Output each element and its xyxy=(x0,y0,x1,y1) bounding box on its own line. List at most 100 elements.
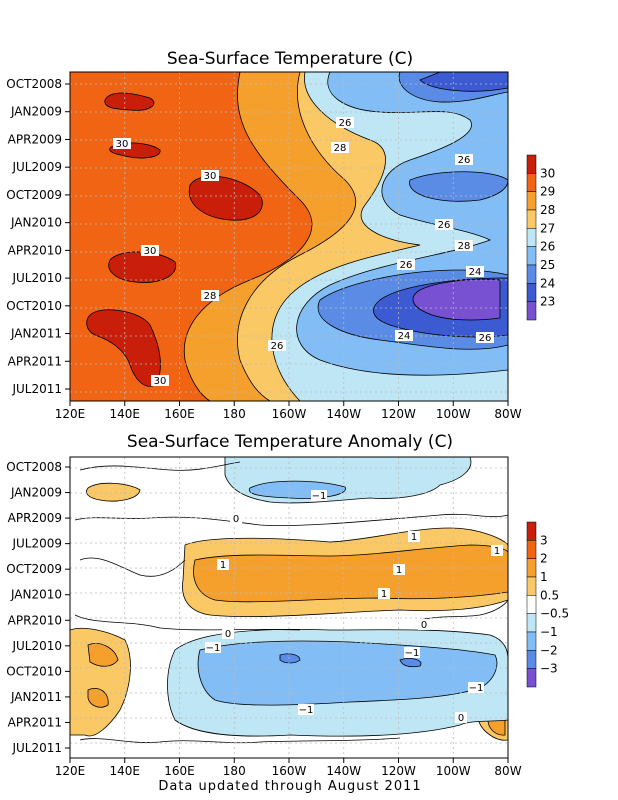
sst-contour-label: 26 xyxy=(397,259,415,271)
ssta-contour-label: 0 xyxy=(230,513,242,525)
x-tick-label: 140E xyxy=(110,407,141,421)
y-tick-label: JAN2011 xyxy=(10,327,62,341)
svg-text:30: 30 xyxy=(154,376,167,387)
x-tick-label: 160W xyxy=(272,407,307,421)
ssta-contour-labels: −1 0 1 1 1 1 1 0 0 −1 −1 −1 −1 0 xyxy=(205,490,503,724)
sst-contour-label: 26 xyxy=(336,117,354,129)
colorbar-swatch xyxy=(526,595,537,614)
sst-contour-label: 26 xyxy=(268,340,286,352)
x-tick-label: 120E xyxy=(55,764,86,778)
colorbar-label: 0.5 xyxy=(540,588,559,602)
colorbar-label: 3 xyxy=(540,533,548,547)
x-tick-label: 140W xyxy=(326,764,361,778)
colorbar-swatch xyxy=(526,558,537,578)
colorbar-label: 27 xyxy=(540,221,555,235)
sst-contour-label: 30 xyxy=(141,245,159,257)
colorbar-swatch xyxy=(526,650,537,669)
sst-contour-label: 26 xyxy=(455,154,473,166)
svg-text:−1: −1 xyxy=(405,648,420,659)
svg-text:26: 26 xyxy=(438,220,451,231)
sst-x-axis: 120E 140E 160E 180 160W 140W 120W 100W 80W xyxy=(55,401,522,421)
x-tick-label: 160W xyxy=(272,764,307,778)
colorbar-label: 30 xyxy=(540,166,555,180)
colorbar-swatch xyxy=(526,631,537,651)
colorbar-swatch xyxy=(526,613,537,633)
y-tick-label: JUL2011 xyxy=(11,741,62,755)
colorbar-swatch xyxy=(526,540,537,559)
ssta-contour-label: 1 xyxy=(408,531,420,543)
colorbar-label: −1 xyxy=(540,625,558,639)
x-tick-label: 140E xyxy=(110,764,141,778)
ssta-contour-label: 0 xyxy=(222,628,234,640)
svg-text:30: 30 xyxy=(116,139,129,150)
x-tick-label: 160E xyxy=(164,764,195,778)
x-tick-label: 160E xyxy=(164,407,195,421)
y-tick-label: JAN2010 xyxy=(10,216,62,230)
colorbar-label: −3 xyxy=(540,662,558,676)
svg-text:26: 26 xyxy=(400,260,413,271)
ssta-panel: Sea-Surface Temperature Anomaly (C) xyxy=(6,432,569,778)
svg-text:28: 28 xyxy=(204,291,217,302)
y-tick-label: JAN2009 xyxy=(10,105,62,119)
y-tick-label: OCT2008 xyxy=(6,77,62,91)
colorbar-swatch xyxy=(526,283,537,302)
svg-text:0: 0 xyxy=(225,629,231,640)
colorbar-label: 25 xyxy=(540,258,555,272)
svg-text:−1: −1 xyxy=(469,683,484,694)
sst-y-axis: OCT2008 JAN2009 APR2009 JUL2009 OCT2009 JAN20… xyxy=(6,77,70,396)
ssta-contour-label: 1 xyxy=(491,545,503,557)
svg-text:0: 0 xyxy=(233,514,239,525)
y-tick-label: JUL2010 xyxy=(11,639,62,653)
y-tick-label: JUL2009 xyxy=(11,160,62,174)
y-tick-label: JAN2009 xyxy=(10,486,62,500)
svg-text:28: 28 xyxy=(458,241,471,252)
x-tick-label: 180 xyxy=(223,764,246,778)
svg-text:24: 24 xyxy=(398,331,411,342)
svg-text:30: 30 xyxy=(204,171,217,182)
ssta-title: Sea-Surface Temperature Anomaly (C) xyxy=(127,432,453,452)
ssta-contour-label: −1 xyxy=(205,642,221,654)
sst-contour-label: 26 xyxy=(435,219,453,231)
colorbar-label: −2 xyxy=(540,643,558,657)
y-tick-label: JUL2010 xyxy=(11,271,62,285)
sst-contour-label: 30 xyxy=(201,170,219,182)
sst-contour-label: 28 xyxy=(455,240,473,252)
sst-contour-label: 30 xyxy=(113,138,131,150)
sst-region-22 xyxy=(412,278,501,321)
ssta-region-warm-2009-core xyxy=(193,544,508,603)
ssta-contour-label: −1 xyxy=(468,682,484,694)
ssta-contour-label: 1 xyxy=(217,559,229,571)
y-tick-label: JAN2010 xyxy=(10,588,62,602)
x-tick-label: 80W xyxy=(494,764,521,778)
svg-text:1: 1 xyxy=(396,565,402,576)
sst-field xyxy=(70,72,508,401)
svg-text:1: 1 xyxy=(381,589,387,600)
sst-colorbar: 30 29 28 27 26 25 24 23 xyxy=(526,154,555,321)
colorbar-label: 23 xyxy=(540,295,555,309)
colorbar-swatch xyxy=(526,154,537,174)
y-tick-label: APR2010 xyxy=(8,613,62,627)
y-tick-label: OCT2009 xyxy=(6,562,62,576)
x-tick-label: 80W xyxy=(494,407,521,421)
colorbar-swatch xyxy=(526,264,537,284)
y-tick-label: APR2009 xyxy=(8,132,62,146)
x-tick-label: 100W xyxy=(436,407,471,421)
colorbar-swatch xyxy=(526,173,537,192)
x-tick-label: 120E xyxy=(55,407,86,421)
svg-text:1: 1 xyxy=(220,560,226,571)
x-tick-label: 100W xyxy=(436,764,471,778)
ssta-contour-label: 1 xyxy=(393,564,405,576)
sst-contour-labels: 30 30 30 30 28 28 26 26 26 28 26 26 26 2… xyxy=(113,117,494,387)
svg-text:26: 26 xyxy=(458,155,471,166)
colorbar-swatch xyxy=(526,191,537,211)
sst-contour-label: 24 xyxy=(466,266,484,278)
colorbar-label: 1 xyxy=(540,570,548,584)
colorbar-swatch xyxy=(526,521,537,541)
colorbar-swatch xyxy=(526,246,537,266)
sst-contour-label: 30 xyxy=(151,375,169,387)
footer-note: Data updated through August 2011 xyxy=(158,779,421,794)
ssta-region-cool-2009-core xyxy=(248,480,346,499)
colorbar-label: 24 xyxy=(540,276,555,290)
svg-text:0: 0 xyxy=(458,713,464,724)
sst-region-30 xyxy=(86,92,263,387)
